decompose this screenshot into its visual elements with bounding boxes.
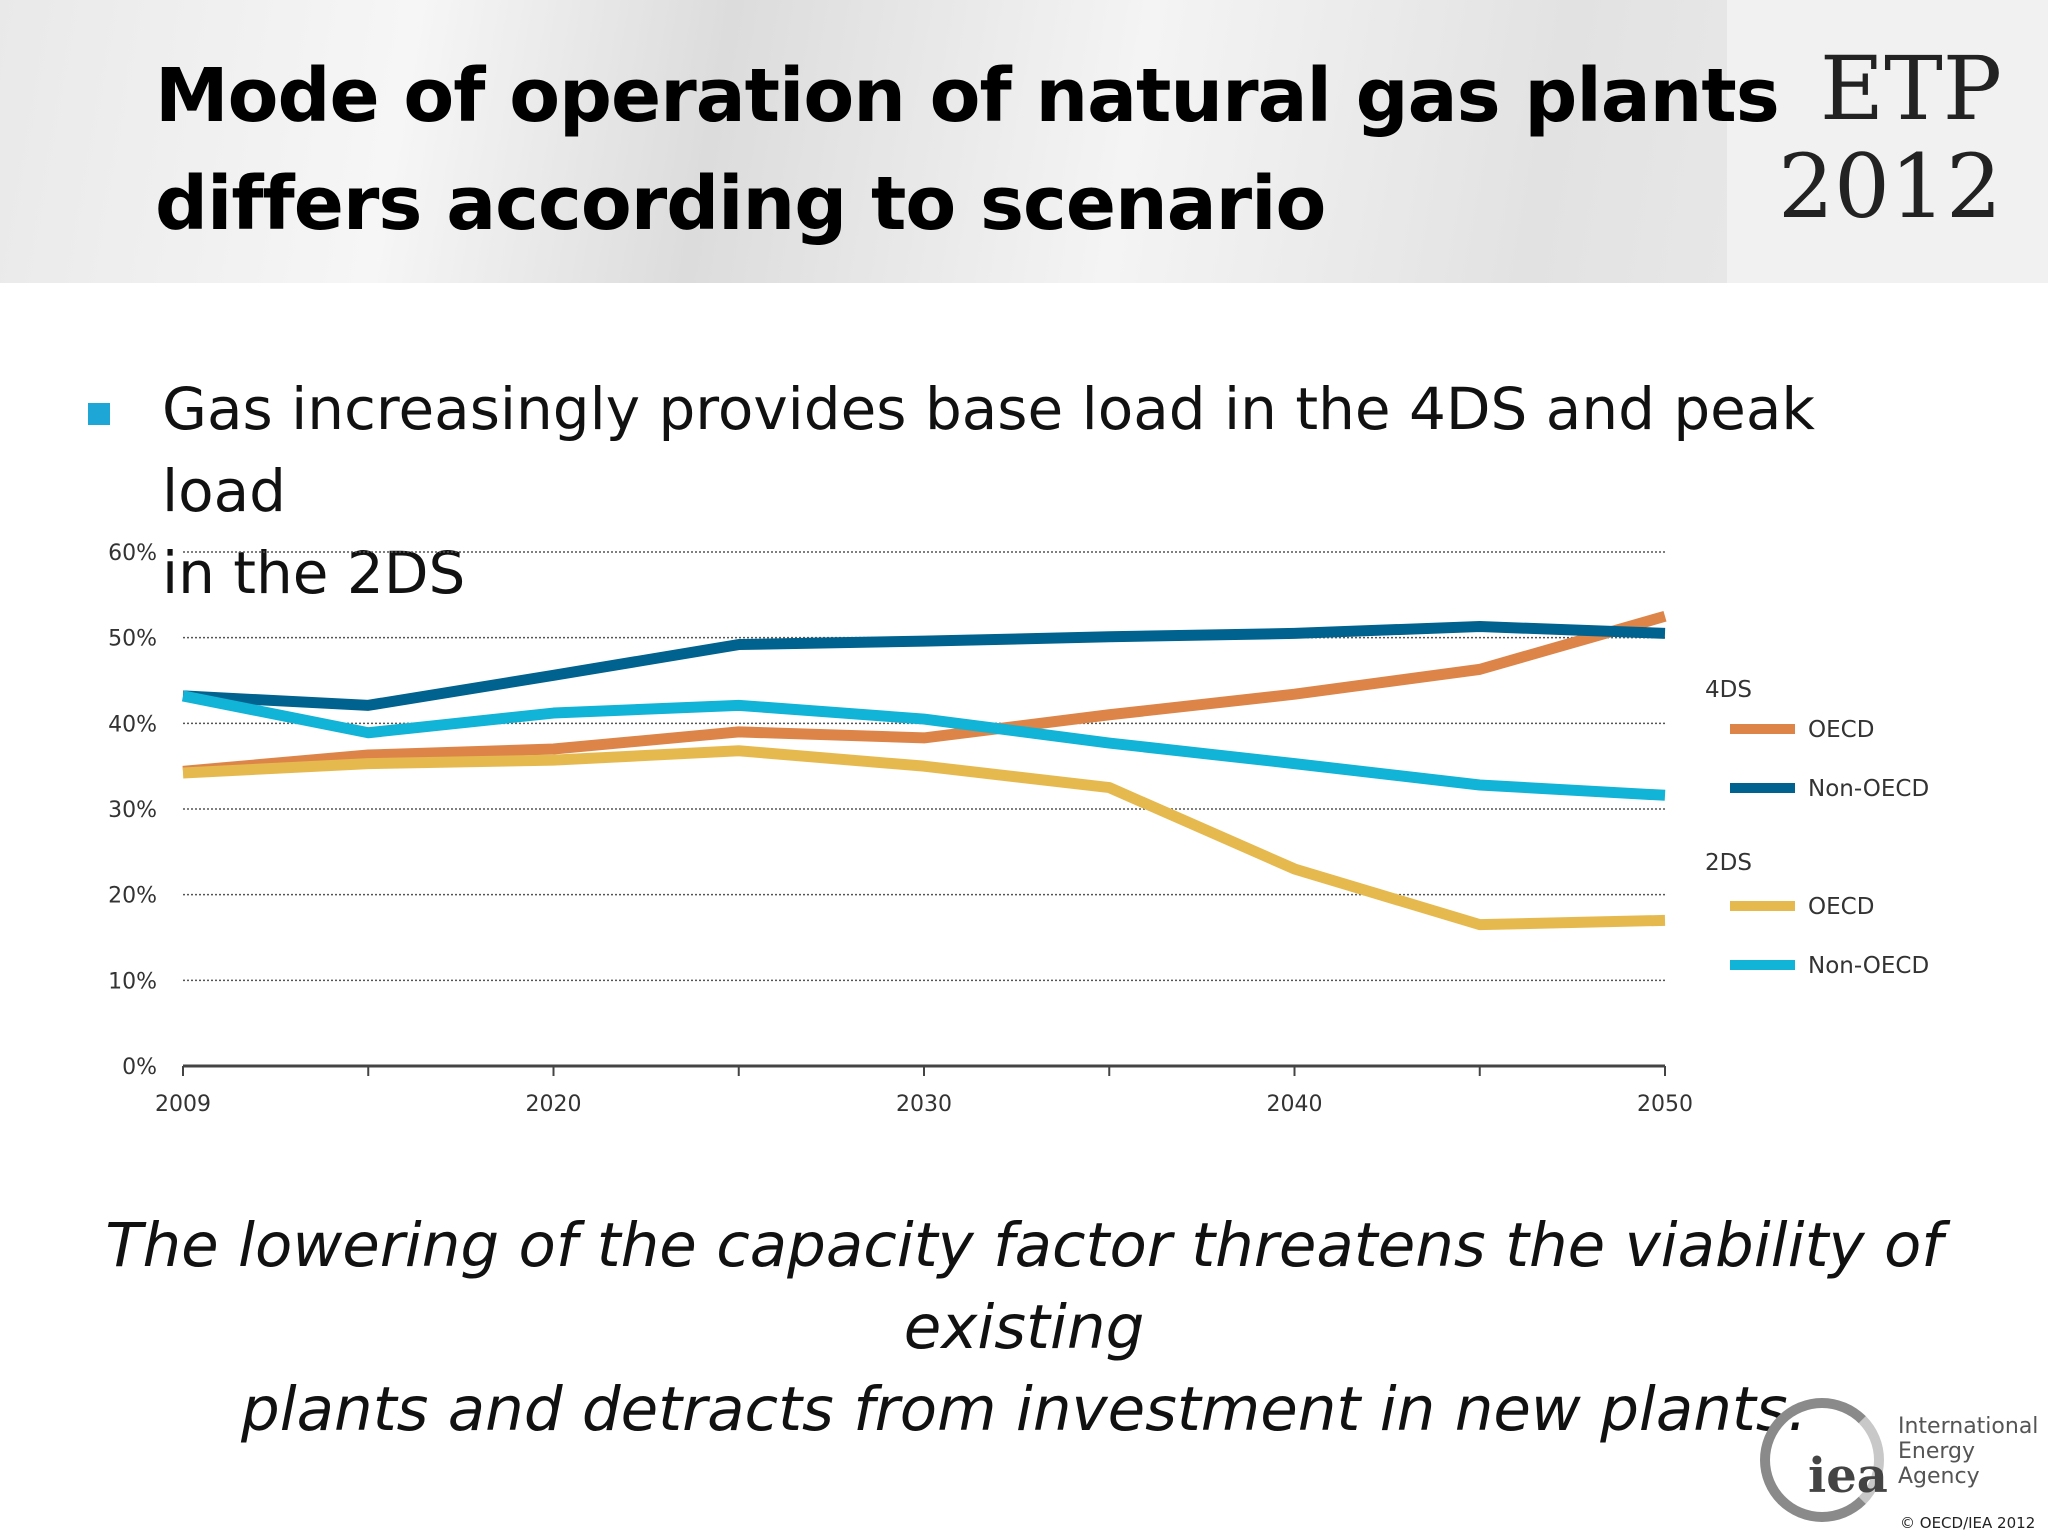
conclusion-line-1: The lowering of the capacity factor thre…	[105, 1210, 1943, 1363]
series-line-4ds-oecd	[182, 610, 1667, 777]
title-line-2: differs according to scenario	[155, 161, 1326, 247]
legend-group-label: 4DS	[1705, 677, 1752, 703]
legend-label: OECD	[1808, 717, 1874, 743]
y-tick-label: 0%	[122, 1055, 157, 1080]
page-title: Mode of operation of natural gas plants …	[155, 42, 1780, 258]
bullet-line-1: Gas increasingly provides base load in t…	[162, 375, 1815, 525]
etp-badge: ETP 2012	[1778, 40, 2002, 236]
bullet-square-icon	[88, 403, 110, 425]
series-line-2ds-non-oecd	[181, 690, 1666, 801]
bullet-text: Gas increasingly provides base load in t…	[162, 368, 1922, 614]
series-line-2ds-oecd	[182, 745, 1666, 931]
legend-label: Non-OECD	[1808, 776, 1929, 802]
etp-badge-line-1: ETP	[1819, 37, 2002, 140]
x-tick-label: 2020	[526, 1092, 582, 1117]
iea-logo-ring-icon	[1760, 1398, 1884, 1522]
legend-label: Non-OECD	[1808, 953, 1929, 979]
y-tick-label: 60%	[108, 541, 157, 566]
iea-logo-text: iea	[1808, 1448, 1888, 1504]
header-banner	[0, 0, 2048, 283]
etp-badge-line-2: 2012	[1778, 135, 2002, 238]
title-line-1: Mode of operation of natural gas plants	[155, 53, 1780, 139]
copyright: © OECD/IEA 2012	[1900, 1514, 2036, 1532]
y-tick-label: 50%	[108, 627, 157, 652]
iea-name-line-2: Energy Agency	[1898, 1439, 1980, 1489]
iea-name-line-1: International	[1898, 1414, 2039, 1439]
legend-label: OECD	[1808, 894, 1874, 920]
y-tick-label: 30%	[108, 798, 157, 823]
bullet-line-2: in the 2DS	[162, 539, 466, 607]
x-tick-label: 2040	[1267, 1092, 1323, 1117]
conclusion-text: The lowering of the capacity factor thre…	[0, 1205, 2048, 1451]
y-tick-label: 20%	[108, 884, 157, 909]
x-tick-label: 2050	[1637, 1092, 1693, 1117]
y-tick-label: 40%	[108, 712, 157, 737]
etp-badge-background	[1727, 0, 2048, 283]
legend-group-label: 2DS	[1705, 850, 1752, 876]
x-tick-label: 2030	[896, 1092, 952, 1117]
y-tick-label: 10%	[108, 969, 157, 994]
conclusion-line-2: plants and detracts from investment in n…	[240, 1374, 1807, 1445]
x-tick-label: 2009	[155, 1092, 211, 1117]
series-line-4ds-non-oecd	[182, 621, 1666, 711]
iea-name: International Energy Agency	[1898, 1414, 2048, 1489]
